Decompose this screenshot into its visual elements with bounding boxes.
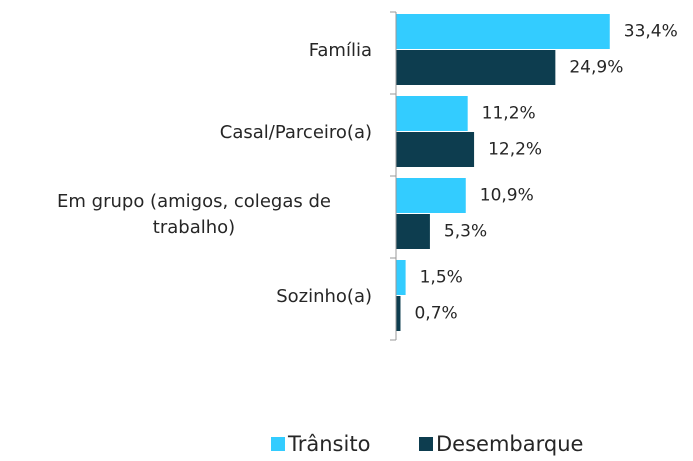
category-label: Casal/Parceiro(a): [12, 120, 372, 146]
value-label: 10,9%: [480, 186, 534, 206]
value-label: 12,2%: [488, 140, 542, 160]
value-label: 24,9%: [569, 58, 623, 78]
category-text: Sozinho(a): [276, 286, 372, 307]
value-label: 33,4%: [624, 22, 678, 42]
value-label: 0,7%: [414, 304, 457, 324]
value-label: 11,2%: [482, 104, 536, 124]
value-label: 5,3%: [444, 222, 487, 242]
bar: [396, 214, 430, 249]
bar: [396, 50, 556, 85]
bar: [396, 14, 610, 49]
category-label: Sozinho(a): [12, 284, 372, 310]
legend-swatch: [271, 437, 285, 451]
bar: [396, 178, 466, 213]
category-text: Em grupo (amigos, colegas de trabalho): [57, 191, 331, 238]
legend-label: Trânsito: [287, 432, 370, 456]
value-label: 1,5%: [420, 268, 463, 288]
bar: [396, 132, 475, 167]
category-text: Casal/Parceiro(a): [219, 122, 372, 143]
bar: [396, 96, 468, 131]
category-text: Família: [308, 40, 372, 61]
category-label: Em grupo (amigos, colegas de trabalho): [12, 189, 372, 241]
legend-swatch: [419, 437, 433, 451]
legend-label: Desembarque: [436, 432, 583, 456]
category-label: Família: [12, 38, 372, 64]
bar: [396, 260, 406, 295]
bar: [396, 296, 401, 331]
